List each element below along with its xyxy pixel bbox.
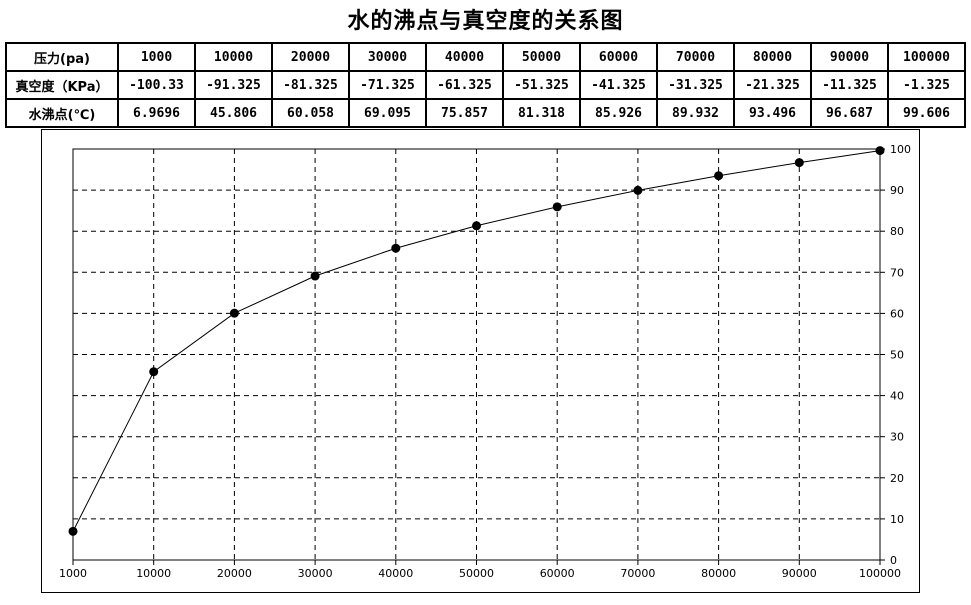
table-cell: -1.325 [887, 70, 966, 100]
table-cell: 40000 [425, 42, 504, 72]
y-tick-label: 50 [890, 349, 904, 362]
table-cell: 30000 [348, 42, 427, 72]
table-cell: -51.325 [502, 70, 581, 100]
table-row: 真空度（KPa） -100.33 -91.325 -81.325 -71.325 -61.… [5, 70, 966, 100]
table-cell: 10000 [194, 42, 273, 72]
x-tick-label: 80000 [701, 567, 736, 580]
table-cell: -31.325 [656, 70, 735, 100]
table-cell: -100.33 [117, 70, 196, 100]
row-header: 真空度（KPa） [5, 70, 119, 100]
table-cell: -11.325 [810, 70, 889, 100]
x-tick-labels: 1000 10000 20000 30000 40000 50000 60000 70000 8… [59, 567, 901, 580]
table-cell: 75.857 [425, 98, 504, 128]
y-tick-label: 70 [890, 266, 904, 279]
data-point [391, 243, 401, 253]
table-cell: 1000 [117, 42, 196, 72]
data-point [68, 526, 78, 536]
table-cell: 85.926 [579, 98, 658, 128]
data-point [310, 271, 320, 281]
data-table-body: 压力(pa) 1000 10000 20000 30000 40000 50000 60000… [5, 42, 966, 128]
table-cell: 69.095 [348, 98, 427, 128]
x-tick-label: 60000 [540, 567, 575, 580]
x-tick-label: 40000 [378, 567, 413, 580]
data-point [794, 158, 804, 168]
table-cell: 100000 [887, 42, 966, 72]
x-tick-label: 90000 [782, 567, 817, 580]
row-header: 水沸点(℃) [5, 98, 119, 128]
x-tick-label: 20000 [217, 567, 252, 580]
y-tick-label: 90 [890, 184, 904, 197]
y-tick-label: 60 [890, 307, 904, 320]
x-tick-label: 1000 [59, 567, 87, 580]
y-tick-label: 100 [890, 143, 911, 156]
table-cell: 70000 [656, 42, 735, 72]
x-tick-label: 100000 [859, 567, 901, 580]
table-cell: -41.325 [579, 70, 658, 100]
data-point [472, 221, 481, 231]
y-tick-label: 30 [890, 431, 904, 444]
table-cell: 50000 [502, 42, 581, 72]
series [68, 146, 885, 536]
table-cell: -61.325 [425, 70, 504, 100]
y-tick-label: 0 [890, 554, 897, 567]
table-cell: 81.318 [502, 98, 581, 128]
chart-frame [41, 129, 920, 593]
y-tick-label: 80 [890, 225, 904, 238]
row-header: 压力(pa) [5, 42, 119, 72]
x-tick-label: 50000 [459, 567, 494, 580]
table-cell: 93.496 [733, 98, 812, 128]
table-cell: -81.325 [271, 70, 350, 100]
table-cell: 6.9696 [117, 98, 196, 128]
axes [72, 148, 885, 565]
table-row: 水沸点(℃) 6.9696 45.806 60.058 69.095 75.857 81.3… [5, 98, 966, 128]
data-point [633, 185, 643, 195]
table-cell: 99.606 [887, 98, 966, 128]
y-tick-labels: 0 10 20 30 40 50 60 70 80 90 100 [890, 143, 911, 567]
table-cell: 89.932 [656, 98, 735, 128]
x-tick-label: 10000 [136, 567, 171, 580]
y-tick-label: 40 [890, 390, 904, 403]
y-tick-label: 20 [890, 472, 904, 485]
table-cell: 60000 [579, 42, 658, 72]
x-tick-label: 70000 [620, 567, 655, 580]
table-cell: 96.687 [810, 98, 889, 128]
table-cell: 60.058 [271, 98, 350, 128]
table-cell: 80000 [733, 42, 812, 72]
y-tick-label: 10 [890, 513, 904, 526]
table-cell: -21.325 [733, 70, 812, 100]
data-point [714, 171, 724, 181]
data-table: 压力(pa) 1000 10000 20000 30000 40000 50000 60000… [5, 42, 966, 128]
data-point [875, 146, 885, 156]
data-point [149, 367, 159, 377]
table-row: 压力(pa) 1000 10000 20000 30000 40000 50000 60000… [5, 42, 966, 72]
table-cell: -71.325 [348, 70, 427, 100]
table-cell: 20000 [271, 42, 350, 72]
grid-lines [72, 148, 881, 561]
table-cell: -91.325 [194, 70, 273, 100]
x-tick-label: 30000 [298, 567, 333, 580]
table-cell: 90000 [810, 42, 889, 72]
data-point [229, 308, 239, 318]
chart-title: 水的沸点与真空度的关系图 [347, 8, 624, 34]
data-point [552, 202, 562, 212]
table-cell: 45.806 [194, 98, 273, 128]
